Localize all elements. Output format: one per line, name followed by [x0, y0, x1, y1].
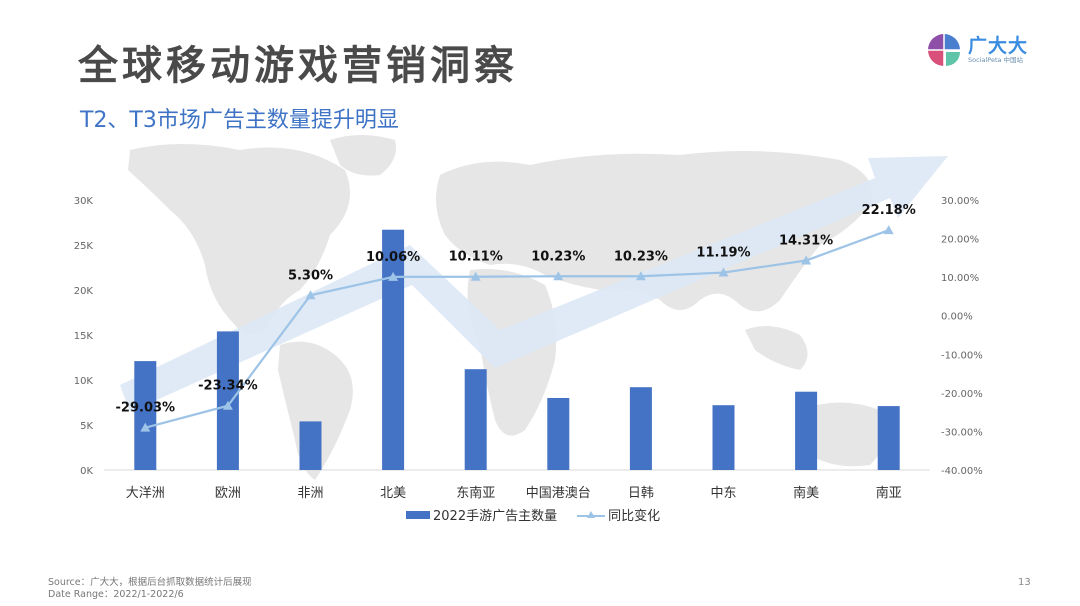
line-series [140, 225, 894, 432]
chart-legend: 2022手游广告主数量 同比变化 [406, 505, 680, 524]
x-tick-label: 非洲 [297, 486, 323, 501]
yoy-line [145, 229, 890, 429]
line-triangle-swatch-icon [577, 510, 606, 518]
left-tick-label: 15K [74, 331, 94, 342]
logo-subtitle: SocialPeta 中国站 [968, 55, 1024, 64]
left-tick-label: 30K [74, 196, 94, 207]
data-label: 22.18% [862, 203, 916, 218]
right-tick-label: -40.00% [941, 466, 983, 477]
page-number: 13 [1018, 577, 1031, 588]
logo-name: 广大大 [968, 34, 1029, 57]
x-axis: 大洋洲 欧洲 非洲 北美 东南亚 中国港澳台 日韩 中东 南美 南亚 [126, 485, 902, 501]
bar-series [134, 229, 900, 470]
page-subtitle: T2、T3市场广告主数量提升明显 [80, 108, 399, 133]
legend-line-label: 同比变化 [608, 509, 661, 524]
triangle-marker-icon [718, 267, 729, 277]
bar [629, 387, 652, 470]
bar [382, 229, 405, 470]
right-tick-label: -20.00% [941, 389, 983, 400]
x-tick-label: 中东 [710, 486, 736, 501]
data-label: 5.30% [288, 268, 333, 283]
x-tick-label: 北美 [380, 486, 406, 501]
data-label: -23.34% [198, 379, 258, 394]
bar-swatch-icon [406, 510, 430, 519]
x-tick-label: 中国港澳台 [526, 485, 591, 501]
data-labels: -29.03% -23.34% 5.30% 10.06% 10.11% 10.23% 10.… [116, 203, 916, 416]
bar [547, 398, 570, 470]
left-tick-label: 25K [74, 241, 94, 252]
triangle-marker-icon [635, 271, 646, 281]
world-map-background [128, 135, 886, 480]
brand-logo: 广大大 SocialPeta 中国站 [926, 32, 1028, 68]
footer-source: Source：广大大，根据后台抓取数据统计后展现 Date Range：2022… [48, 577, 252, 601]
legend-bar-label: 2022手游广告主数量 [433, 509, 558, 524]
page-title: 全球移动游戏营销洞察 [78, 43, 518, 89]
source-text: Source：广大大，根据后台抓取数据统计后展现 [48, 577, 252, 588]
bar [877, 406, 900, 470]
right-tick-label: -10.00% [941, 350, 983, 361]
triangle-marker-icon [140, 422, 151, 432]
data-label: -29.03% [116, 401, 176, 416]
triangle-marker-icon [801, 255, 812, 265]
x-tick-label: 欧洲 [215, 486, 241, 501]
data-label: 11.19% [696, 246, 750, 261]
x-tick-label: 东南亚 [456, 485, 495, 501]
triangle-marker-icon [470, 271, 481, 281]
left-tick-label: 0K [80, 466, 93, 477]
x-tick-label: 大洋洲 [126, 486, 165, 501]
triangle-marker-icon [222, 400, 233, 410]
right-tick-label: 10.00% [941, 273, 979, 284]
data-label: 10.06% [366, 250, 420, 265]
date-range-text: Date Range：2022/1-2022/6 [48, 589, 184, 600]
left-tick-label: 20K [74, 286, 94, 297]
data-label: 14.31% [779, 234, 833, 249]
bar [795, 391, 818, 470]
bar [712, 405, 735, 470]
bar [134, 361, 157, 470]
x-tick-label: 日韩 [628, 486, 654, 501]
logo-icon [928, 34, 960, 66]
right-tick-label: 30.00% [941, 196, 979, 207]
legend-item-bar: 2022手游广告主数量 [406, 505, 557, 524]
triangle-marker-icon [305, 290, 316, 300]
data-label: 10.11% [449, 250, 503, 265]
legend-item-line: 同比变化 [577, 505, 660, 524]
triangle-marker-icon [883, 225, 894, 235]
right-tick-label: 0.00% [941, 312, 973, 323]
triangle-marker-icon [553, 271, 564, 281]
x-tick-label: 南美 [793, 485, 819, 501]
bar [464, 369, 487, 470]
bar [299, 421, 322, 470]
right-tick-label: 20.00% [941, 235, 979, 246]
left-tick-label: 5K [80, 421, 93, 432]
x-tick-label: 南亚 [876, 485, 902, 501]
data-label: 10.23% [614, 249, 668, 264]
left-tick-label: 10K [74, 376, 94, 387]
triangle-marker-icon [388, 271, 399, 281]
bar [216, 331, 239, 470]
right-y-axis: -40.00% -30.00% -20.00% -10.00% 0.00% 10.00% 2… [941, 196, 983, 477]
right-tick-label: -30.00% [941, 427, 983, 438]
left-y-axis: 0K 5K 10K 15K 20K 25K 30K [74, 196, 94, 477]
data-label: 10.23% [531, 249, 585, 264]
